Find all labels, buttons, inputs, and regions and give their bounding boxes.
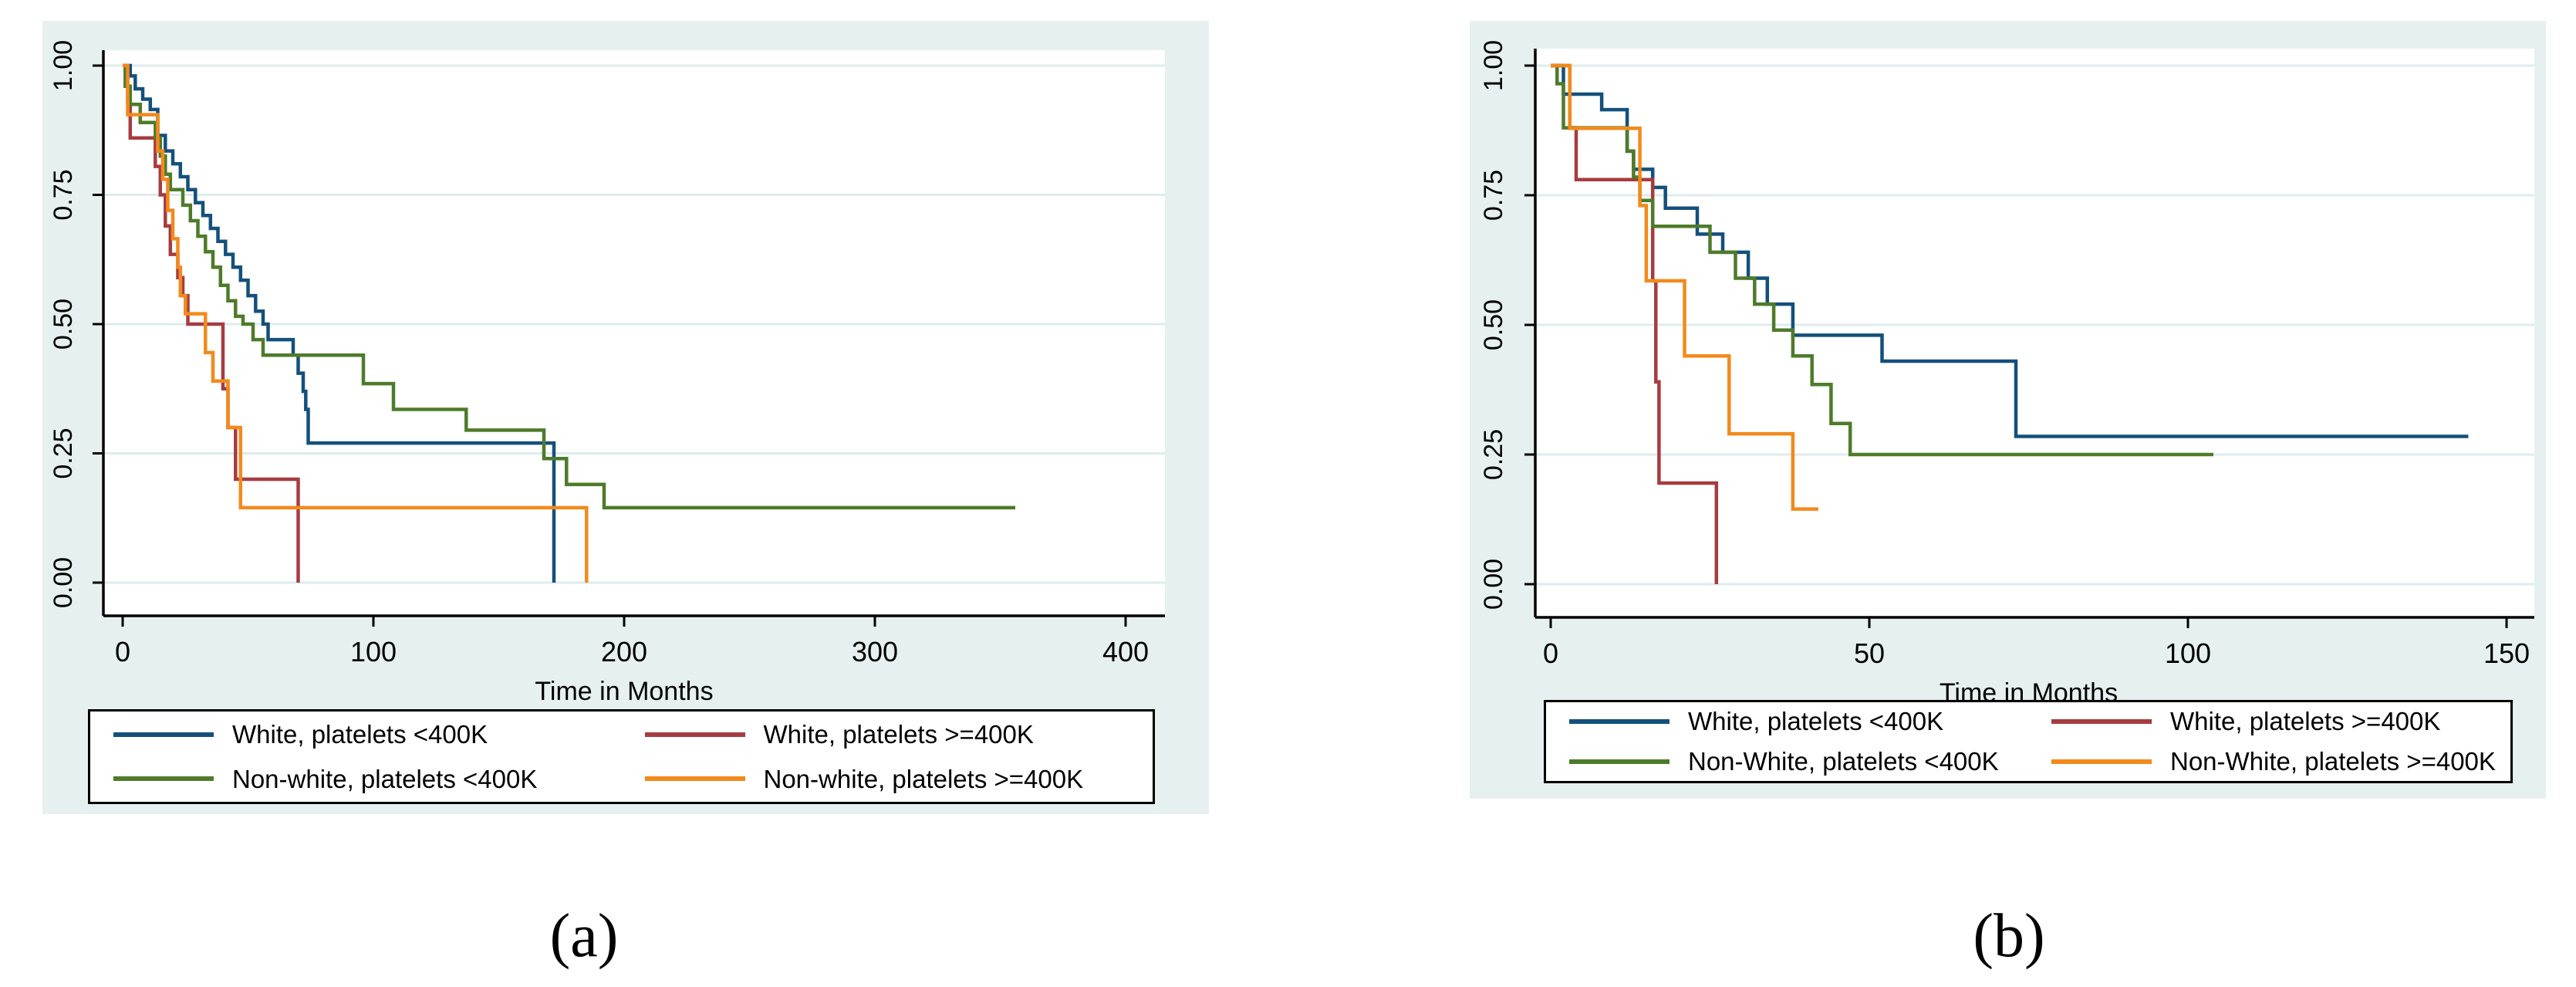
x-tick-label: 0 [115,636,130,668]
km-plot-panel-a: 0.00 0.25 0.50 0.75 1.00 0 100 200 300 400 Time in… [42,21,1209,814]
y-tick-label: 0.25 [49,428,78,478]
legend-line-swatch-forest [1569,759,1670,764]
y-tick-label: 0.50 [1479,299,1508,350]
km-chart-a: 0.00 0.25 0.50 0.75 1.00 0 100 200 300 400 Time in… [49,40,1165,706]
legend-item: White, platelets <400K [90,716,622,753]
x-tick-label: 200 [601,636,647,668]
x-tick-label: 0 [1543,637,1558,669]
legend-label: Non-white, platelets <400K [232,764,538,793]
legend-item: Non-white, platelets <400K [90,761,622,798]
legend-line-swatch-navy [113,732,214,737]
y-tick-label: 0.00 [1479,559,1508,610]
plot-area [1535,49,2534,617]
legend-label: White, platelets >=400K [763,719,1034,749]
legend-line-swatch-forest [113,776,214,782]
x-tick-label: 50 [1854,637,1885,669]
x-tick-label: 100 [350,636,397,668]
legend-line-swatch-maroon [2051,719,2152,725]
legend-label: White, platelets <400K [1688,707,1944,736]
y-tick-label: 0.75 [49,169,78,220]
x-axis-title: Time in Months [535,677,713,706]
y-tick-label: 0.25 [1479,429,1508,480]
x-tick-label: 150 [2483,637,2530,669]
y-tick-label: 1.00 [1479,40,1508,91]
y-tick-label: 0.75 [1479,170,1508,221]
legend-label: Non-white, platelets >=400K [763,764,1084,793]
legend-line-swatch-navy [1569,719,1670,725]
legend-item: Non-White, platelets <400K [1546,743,2028,780]
legend-b: White, platelets <400K White, platelets >… [1544,700,2513,783]
x-tick-label: 100 [2165,637,2211,669]
km-plot-panel-b: 0.00 0.25 0.50 0.75 1.00 0 50 100 150 Time in Mon… [1470,21,2546,799]
legend-item: White, platelets <400K [1546,703,2028,740]
plot-area [103,50,1165,616]
legend-item: White, platelets >=400K [622,716,1153,753]
y-tick-label: 0.00 [49,557,78,608]
legend-label: Non-White, platelets >=400K [2170,747,2496,776]
x-tick-label: 300 [852,636,898,668]
legend-line-swatch-orange [2051,759,2152,764]
legend-label: White, platelets >=400K [2170,707,2441,736]
survival-curve-orange [123,63,589,583]
legend-label: White, platelets <400K [232,719,488,749]
survival-curve-orange [1551,63,1818,511]
survival-curve-navy [123,63,556,583]
legend-line-swatch-maroon [644,732,745,737]
y-tick-label: 0.50 [49,299,78,350]
legend-item: White, platelets >=400K [2028,703,2510,740]
caption-b: (b) [1973,902,2045,970]
caption-a: (a) [549,902,619,970]
x-tick-label: 400 [1102,636,1149,668]
legend-a: White, platelets <400K White, platelets >… [88,709,1155,804]
legend-label: Non-White, platelets <400K [1688,747,1999,776]
legend-item: Non-White, platelets >=400K [2028,743,2510,780]
y-tick-label: 1.00 [49,40,78,91]
survival-curve-navy [1551,63,2469,438]
legend-line-swatch-orange [644,776,745,782]
legend-item: Non-white, platelets >=400K [622,761,1153,798]
